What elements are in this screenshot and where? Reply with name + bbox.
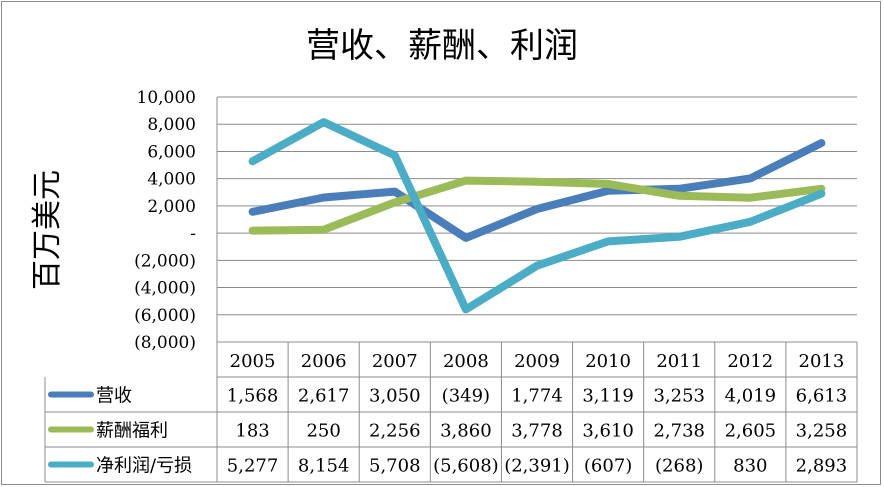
- y-tick-label: (2,000): [134, 251, 196, 271]
- y-tick-label: 6,000: [147, 142, 196, 162]
- data-label: 2,605: [725, 421, 777, 442]
- data-label: (2,391): [504, 456, 570, 477]
- data-label: 3,610: [582, 421, 634, 442]
- x-tick-label: 2005: [230, 351, 276, 372]
- x-tick-label: 2010: [585, 351, 631, 372]
- data-label: 3,119: [582, 386, 634, 407]
- x-tick-label: 2006: [301, 351, 347, 372]
- legend-label: 薪酬福利: [96, 421, 168, 442]
- data-label: (5,608): [433, 456, 499, 477]
- data-label: (607): [584, 456, 632, 477]
- data-label: 830: [733, 456, 767, 477]
- data-label: 8,154: [298, 456, 350, 477]
- y-tick-label: 8,000: [147, 115, 196, 135]
- data-label: 5,708: [369, 456, 421, 477]
- chart-title: 营收、薪酬、利润: [306, 26, 578, 66]
- x-tick-label: 2012: [727, 351, 773, 372]
- y-tick-label: (4,000): [134, 279, 196, 299]
- data-label: 3,253: [653, 386, 705, 407]
- x-tick-label: 2007: [372, 351, 418, 372]
- data-label: 3,860: [440, 421, 492, 442]
- data-label: 3,258: [796, 421, 848, 442]
- y-tick-label: -: [190, 224, 196, 244]
- x-tick-label: 2008: [443, 351, 489, 372]
- y-tick-label: 4,000: [147, 170, 196, 190]
- y-tick-label: (8,000): [134, 333, 196, 353]
- series-line: [248, 139, 826, 242]
- data-label: (268): [655, 456, 703, 477]
- data-label: 4,019: [725, 386, 777, 407]
- series-line: [248, 176, 826, 235]
- x-tick-label: 2013: [799, 351, 845, 372]
- y-tick-label: 10,000: [137, 88, 196, 108]
- series-line: [248, 118, 826, 314]
- data-label: 2,256: [369, 421, 421, 442]
- data-label: 6,613: [796, 386, 848, 407]
- data-label: 2,893: [796, 456, 848, 477]
- data-label: 3,778: [511, 421, 563, 442]
- y-tick-label: (6,000): [134, 306, 196, 326]
- data-label: 250: [306, 421, 340, 442]
- data-label: (349): [442, 386, 490, 407]
- x-tick-label: 2011: [656, 351, 702, 372]
- data-label: 2,617: [298, 386, 350, 407]
- data-label: 5,277: [227, 456, 279, 477]
- x-tick-label: 2009: [514, 351, 560, 372]
- legend-label: 营收: [96, 386, 132, 407]
- data-label: 3,050: [369, 386, 421, 407]
- y-tick-label: 2,000: [147, 197, 196, 217]
- data-label: 2,738: [653, 421, 705, 442]
- data-label: 1,774: [511, 386, 563, 407]
- data-label: 1,568: [227, 386, 279, 407]
- legend-label: 净利润/亏损: [96, 456, 192, 477]
- data-label: 183: [235, 421, 269, 442]
